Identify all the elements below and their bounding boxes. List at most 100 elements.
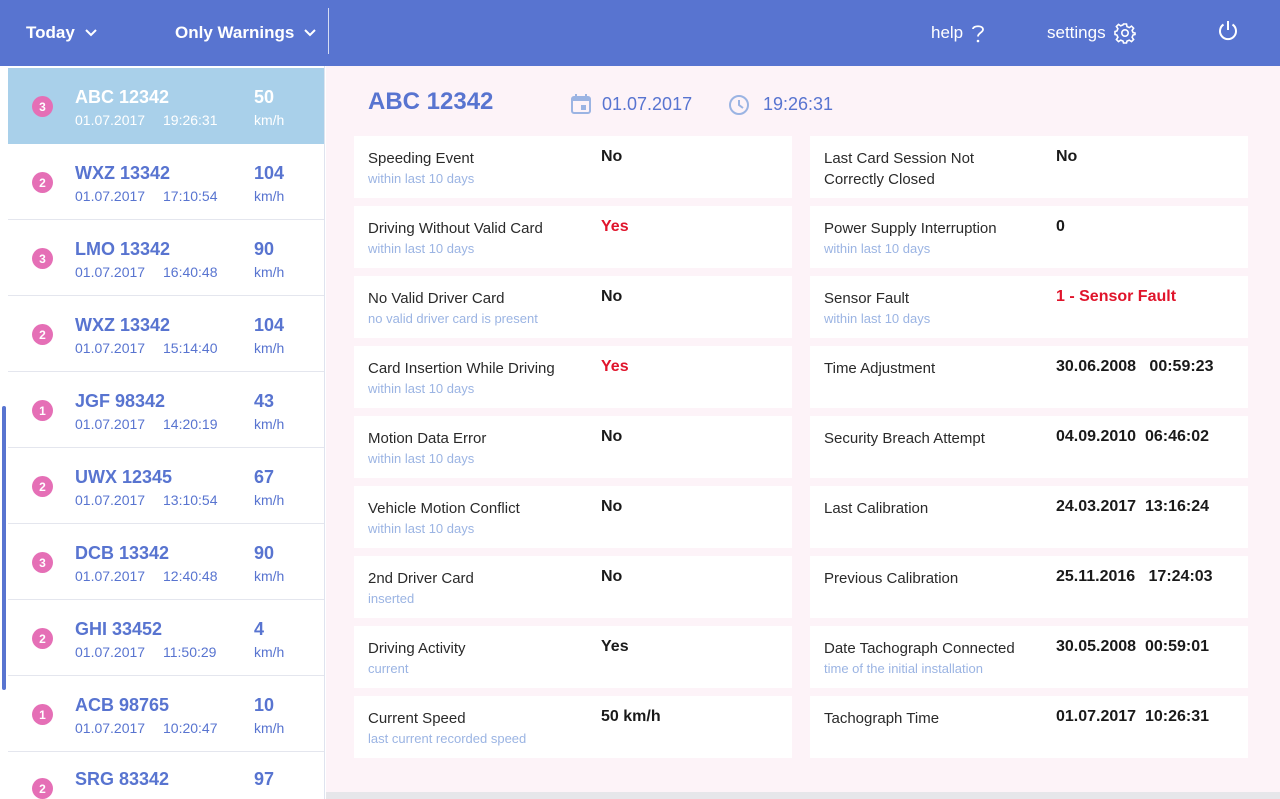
- vehicle-time: 11:50:29: [163, 644, 217, 660]
- vehicle-time: 14:20:19: [163, 416, 218, 432]
- status-label: Vehicle Motion Conflict: [368, 500, 520, 517]
- status-label: Current Speed: [368, 710, 466, 727]
- list-item[interactable]: 2 UWX 12345 01.07.2017 13:10:54 67 km/h: [8, 448, 324, 524]
- status-sublabel: last current recorded speed: [368, 731, 527, 746]
- vehicle-speed: 104: [254, 163, 285, 183]
- list-item[interactable]: 2 WXZ 13342 01.07.2017 17:10:54 104 km/h: [8, 144, 324, 220]
- status-value: 30.05.2008 00:59:01: [1056, 638, 1210, 655]
- vehicle-speed-unit: km/h: [254, 720, 285, 736]
- status-value: 01.07.2017 10:26:31: [1056, 708, 1210, 725]
- warning-count-badge: 3: [32, 552, 53, 573]
- vehicle-date: 01.07.2017: [75, 112, 146, 128]
- detail-date: 01.07.2017: [602, 94, 693, 114]
- vehicle-date: 01.07.2017: [75, 644, 146, 660]
- power-icon: [1216, 19, 1240, 48]
- status-card: Time Adjustment 30.06.2008 00:59:23: [810, 346, 1248, 408]
- status-label: Motion Data Error: [368, 430, 487, 447]
- status-sublabel: current: [368, 661, 409, 676]
- settings-button[interactable]: settings: [1047, 0, 1136, 66]
- status-card: Current Speed last current recorded spee…: [354, 696, 792, 758]
- period-label: Today: [26, 23, 75, 42]
- vehicle-speed: 90: [254, 239, 275, 259]
- status-card: Power Supply Interruption within last 10…: [810, 206, 1248, 268]
- status-card: 2nd Driver Card inserted No: [354, 556, 792, 618]
- status-label: No Valid Driver Card: [368, 290, 505, 307]
- vehicle-date: 01.07.2017: [75, 340, 146, 356]
- status-card: Card Insertion While Driving within last…: [354, 346, 792, 408]
- vehicle-speed-unit: km/h: [254, 568, 285, 584]
- status-value: No: [601, 288, 623, 305]
- status-label: Driving Without Valid Card: [368, 220, 543, 237]
- warning-count-badge: 2: [32, 324, 53, 345]
- list-item[interactable]: 3 DCB 13342 01.07.2017 12:40:48 90 km/h: [8, 524, 324, 600]
- list-item[interactable]: 2 WXZ 13342 01.07.2017 15:14:40 104 km/h: [8, 296, 324, 372]
- status-sublabel: within last 10 days: [824, 311, 931, 326]
- vehicle-time: 12:40:48: [163, 568, 218, 584]
- vehicle-date: 01.07.2017: [75, 568, 146, 584]
- vehicle-speed-unit: km/h: [254, 340, 285, 356]
- detail-title: ABC 12342: [368, 88, 494, 115]
- status-label: Sensor Fault: [824, 290, 910, 307]
- vehicle-speed: 10: [254, 695, 275, 715]
- top-bar: Today Only Warnings help settings: [0, 0, 1280, 66]
- status-card: Last Calibration 24.03.2017 13:16:24: [810, 486, 1248, 548]
- status-label: Power Supply Interruption: [824, 220, 997, 237]
- vehicle-date: 01.07.2017: [75, 416, 146, 432]
- filter-dropdown[interactable]: Only Warnings: [175, 0, 317, 66]
- status-sublabel: time of the initial installation: [824, 661, 983, 676]
- filter-label: Only Warnings: [175, 23, 295, 42]
- vehicle-speed-unit: km/h: [254, 188, 285, 204]
- list-item[interactable]: 1 JGF 98342 01.07.2017 14:20:19 43 km/h: [8, 372, 324, 448]
- vehicle-speed: 104: [254, 315, 285, 335]
- warning-count-badge: 2: [32, 476, 53, 497]
- status-value: No: [601, 148, 623, 165]
- status-value: 24.03.2017 13:16:24: [1056, 498, 1210, 515]
- bottom-scrollbar: [326, 792, 1280, 799]
- vehicle-speed: 4: [254, 619, 265, 639]
- warning-count-badge: 2: [32, 778, 53, 799]
- warning-count-badge: 3: [32, 96, 53, 117]
- vehicle-speed: 43: [254, 391, 275, 411]
- vehicle-time: 17:10:54: [163, 188, 218, 204]
- period-dropdown[interactable]: Today: [26, 0, 97, 66]
- status-card: Driving Activity current Yes: [354, 626, 792, 688]
- status-sublabel: within last 10 days: [824, 241, 931, 256]
- status-card: Driving Without Valid Card within last 1…: [354, 206, 792, 268]
- list-item[interactable]: 2 GHI 33452 01.07.2017 11:50:29 4 km/h: [8, 600, 324, 676]
- status-card: Date Tachograph Connected time of the in…: [810, 626, 1248, 688]
- list-item[interactable]: 3 ABC 12342 01.07.2017 19:26:31 50 km/h: [8, 68, 324, 144]
- settings-label: settings: [1047, 23, 1106, 42]
- list-item[interactable]: 3 LMO 13342 01.07.2017 16:40:48 90 km/h: [8, 220, 324, 296]
- list-item[interactable]: 2 SRG 83342 97: [8, 752, 324, 799]
- warning-count-badge: 1: [32, 400, 53, 421]
- status-sublabel: within last 10 days: [368, 451, 475, 466]
- status-value: Yes: [601, 358, 629, 375]
- status-label: Previous Calibration: [824, 570, 959, 587]
- warning-count-badge: 2: [32, 172, 53, 193]
- vehicle-time: 19:26:31: [163, 112, 218, 128]
- status-sublabel: within last 10 days: [368, 521, 475, 536]
- status-label: Date Tachograph Connected: [824, 640, 1015, 657]
- clock-icon: [728, 94, 750, 121]
- status-label: Time Adjustment: [824, 360, 936, 377]
- list-item[interactable]: 1 ACB 98765 01.07.2017 10:20:47 10 km/h: [8, 676, 324, 752]
- status-card: Security Breach Attempt 04.09.2010 06:46…: [810, 416, 1248, 478]
- question-mark-icon: [971, 23, 985, 43]
- vehicle-date: 01.07.2017: [75, 264, 146, 280]
- status-value: 0: [1056, 218, 1065, 235]
- status-value: No: [601, 428, 623, 445]
- power-button[interactable]: [1216, 0, 1240, 66]
- chevron-down-icon: [85, 29, 97, 37]
- help-button[interactable]: help: [931, 0, 985, 66]
- status-label: Last Card Session Not Correctly Closed: [824, 150, 975, 188]
- vehicle-time: 10:20:47: [163, 720, 218, 736]
- status-card: Previous Calibration 25.11.2016 17:24:03: [810, 556, 1248, 618]
- calendar-icon: [570, 93, 592, 120]
- vehicle-plate: LMO 13342: [75, 239, 171, 259]
- status-card: Motion Data Error within last 10 days No: [354, 416, 792, 478]
- status-value: No: [601, 498, 623, 515]
- vehicle-time: 15:14:40: [163, 340, 218, 356]
- status-value: No: [1056, 148, 1078, 165]
- status-sublabel: no valid driver card is present: [368, 311, 538, 326]
- scroll-indicator[interactable]: [2, 406, 6, 690]
